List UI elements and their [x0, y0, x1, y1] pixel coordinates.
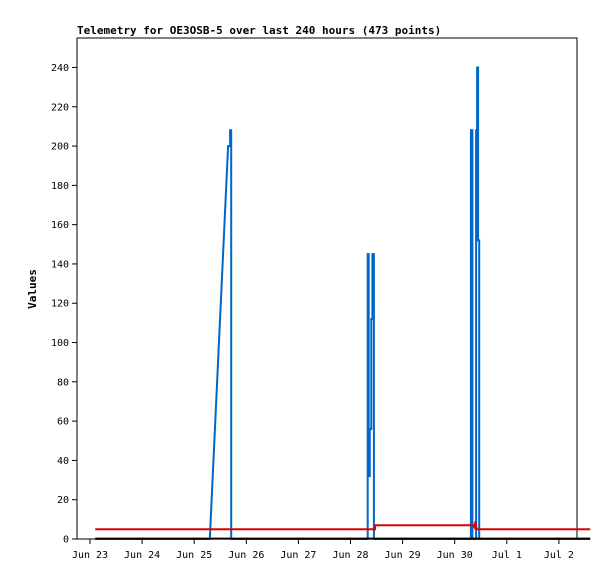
- y-tick-label: 0: [63, 535, 69, 546]
- x-tick-label: Jun 24: [124, 550, 160, 561]
- y-tick-label: 120: [51, 299, 69, 310]
- y-tick-label: 80: [57, 377, 69, 388]
- x-tick-label: Jun 30: [437, 550, 473, 561]
- y-tick-label: 140: [51, 259, 69, 270]
- series-line-2: [95, 521, 591, 531]
- x-tick-label: Jul 2: [544, 550, 574, 561]
- chart-title: Telemetry for OE3OSB-5 over last 240 hou…: [77, 24, 441, 37]
- y-tick-label: 100: [51, 338, 69, 349]
- x-axis: Jun 23 Jun 24 Jun 25 Jun 26 Jun 27 Jun 28 Jun …: [72, 539, 574, 561]
- y-tick-label: 160: [51, 220, 69, 231]
- x-tick-label: Jun 25: [176, 550, 212, 561]
- y-axis: 0 20 40 60 80 100 120 140 160 180 200 220 240: [51, 63, 77, 546]
- y-axis-label: Values: [26, 269, 39, 309]
- y-tick-label: 180: [51, 181, 69, 192]
- series-line-1: [95, 66, 591, 540]
- plot-area-frame: [76, 37, 578, 540]
- x-tick-label: Jun 23: [72, 550, 108, 561]
- y-tick-label: 240: [51, 63, 69, 74]
- y-tick-label: 60: [57, 417, 69, 428]
- y-tick-label: 200: [51, 142, 69, 153]
- y-tick-label: 40: [57, 456, 69, 467]
- x-tick-label: Jul 1: [492, 550, 522, 561]
- x-tick-label: Jun 27: [280, 550, 316, 561]
- series-layer: [95, 66, 591, 540]
- y-tick-label: 220: [51, 102, 69, 113]
- x-tick-label: Jun 26: [228, 550, 264, 561]
- x-tick-label: Jun 28: [332, 550, 368, 561]
- x-tick-label: Jun 29: [385, 550, 421, 561]
- y-tick-label: 20: [57, 495, 69, 506]
